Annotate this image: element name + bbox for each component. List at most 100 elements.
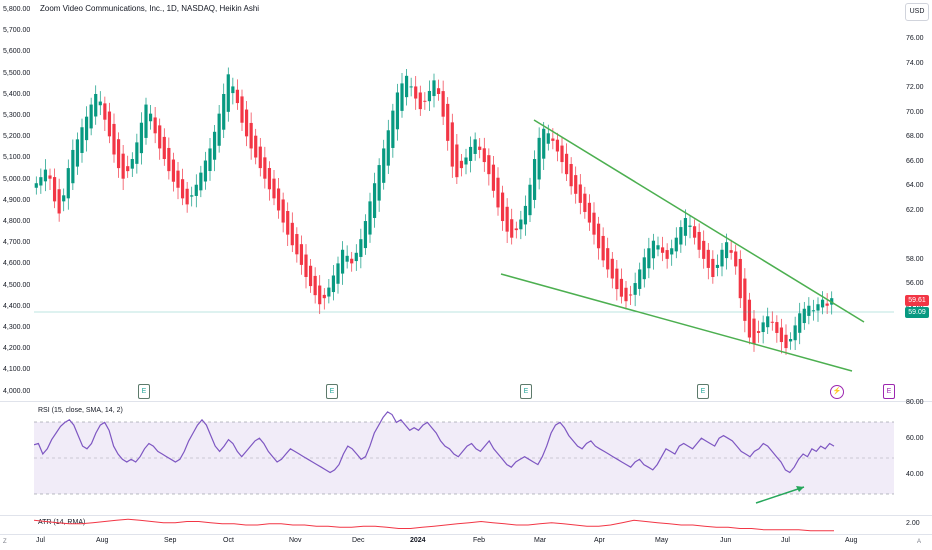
- candle-body: [148, 113, 153, 122]
- left-scale-label: 4,900.00: [3, 196, 31, 204]
- earnings-badge[interactable]: E: [326, 384, 338, 399]
- candle-body: [190, 195, 194, 197]
- left-scale-label: 4,700.00: [3, 239, 31, 247]
- pane-separator[interactable]: [0, 401, 932, 402]
- candle-body: [628, 294, 633, 296]
- candle-body: [66, 168, 70, 199]
- candle-body: [775, 322, 779, 333]
- rsi-chart[interactable]: [34, 402, 894, 514]
- candle-body: [596, 223, 601, 249]
- candle-body: [706, 249, 710, 268]
- chart-title: Zoom Video Communications, Inc., 1D, NAS…: [40, 4, 260, 13]
- candle-body: [638, 269, 642, 289]
- earnings-badge[interactable]: E: [697, 384, 709, 399]
- candle-body: [482, 148, 486, 163]
- left-scale-label: 5,500.00: [3, 69, 31, 77]
- time-axis-label: Jul: [781, 537, 790, 544]
- candle-body: [624, 287, 628, 302]
- candle-body: [226, 74, 230, 112]
- left-scale-label: 4,200.00: [3, 345, 31, 353]
- candle-body: [199, 172, 203, 191]
- candle-body: [395, 92, 400, 130]
- left-scale-label: 5,100.00: [3, 154, 31, 162]
- candle-body: [368, 201, 372, 235]
- candle-body: [57, 189, 61, 214]
- left-scale-label: 4,600.00: [3, 260, 31, 268]
- candle-body: [820, 299, 825, 308]
- main-price-chart[interactable]: [34, 20, 894, 400]
- left-scale-label: 5,200.00: [3, 133, 31, 141]
- candle-body: [798, 313, 802, 333]
- candle-body: [468, 146, 473, 161]
- earnings-badge[interactable]: E: [520, 384, 532, 399]
- candle-body: [729, 250, 733, 253]
- candle-body: [715, 264, 720, 268]
- candle-body: [670, 248, 674, 255]
- time-axis-label: Nov: [289, 537, 302, 544]
- candle-body: [71, 149, 75, 184]
- right-scale-label: 72.00: [906, 84, 924, 91]
- time-axis-separator: [0, 534, 932, 535]
- atr-chart[interactable]: [34, 516, 894, 534]
- pane-separator[interactable]: [0, 515, 932, 516]
- lower-trendline: [500, 273, 853, 372]
- time-axis-label: Mar: [534, 537, 547, 544]
- candle-body: [359, 239, 363, 257]
- rsi-label: RSI (15, close, SMA, 14, 2): [38, 407, 123, 414]
- left-scale-label: 5,400.00: [3, 90, 31, 98]
- candle-body: [318, 285, 322, 305]
- candle-body: [409, 86, 413, 88]
- right-scale-label: 64.00: [906, 182, 924, 189]
- candle-body: [404, 75, 409, 98]
- time-axis-label: Apr: [594, 537, 605, 544]
- candle-body: [363, 221, 368, 249]
- lightning-icon[interactable]: ⚡: [830, 385, 844, 399]
- candle-body: [176, 170, 180, 188]
- right-scale-label: 68.00: [906, 133, 924, 140]
- candle-body: [523, 205, 528, 225]
- time-axis-label: Jul: [36, 537, 45, 544]
- candle-body: [377, 165, 381, 201]
- candle-body: [784, 334, 788, 349]
- candle-body: [231, 86, 235, 94]
- candle-body: [185, 188, 189, 205]
- candle-body: [651, 240, 656, 259]
- candle-body: [350, 258, 354, 264]
- currency-button[interactable]: USD: [905, 3, 929, 21]
- candle-body: [217, 113, 221, 146]
- candle-body: [84, 116, 89, 141]
- left-scale-label: 4,100.00: [3, 366, 31, 374]
- candle-body: [825, 303, 829, 306]
- candle-body: [802, 308, 806, 324]
- candle-body: [464, 157, 468, 165]
- candle-body: [299, 244, 304, 265]
- candle-body: [171, 159, 176, 182]
- time-axis-label: Sep: [164, 537, 177, 544]
- candle-body: [752, 318, 756, 344]
- candle-body: [592, 212, 596, 235]
- earnings-badge[interactable]: E: [138, 384, 150, 399]
- candle-body: [48, 175, 52, 179]
- left-scale-label: 4,800.00: [3, 218, 31, 225]
- candle-body: [446, 103, 450, 141]
- candle-body: [121, 153, 125, 179]
- candle-body: [135, 142, 139, 164]
- candle-body: [208, 148, 212, 172]
- upcoming-earnings-badge[interactable]: E: [883, 384, 895, 399]
- candle-body: [738, 258, 742, 299]
- rsi-scale-80: 80.00: [906, 399, 924, 406]
- candle-body: [756, 331, 761, 333]
- candle-body: [94, 93, 98, 117]
- candle-body: [322, 294, 326, 299]
- candle-body: [574, 175, 578, 194]
- candle-body: [386, 130, 390, 166]
- log-scale-button[interactable]: Z: [3, 539, 7, 545]
- candle-body: [254, 135, 258, 158]
- candle-body: [89, 104, 93, 129]
- auto-scale-button[interactable]: A: [917, 539, 922, 545]
- candle-body: [555, 139, 560, 152]
- candle-body: [615, 268, 619, 290]
- candle-body: [560, 145, 564, 163]
- candle-body: [116, 139, 121, 169]
- time-axis-label: Dec: [352, 537, 365, 544]
